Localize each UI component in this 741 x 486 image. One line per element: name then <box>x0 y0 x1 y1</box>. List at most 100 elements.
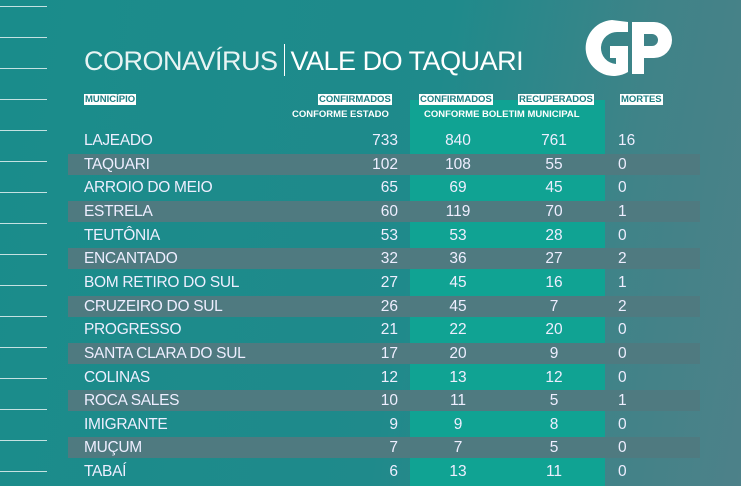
decorative-line <box>0 347 47 348</box>
mortes-cell: 0 <box>618 415 627 433</box>
confirmados-municipal-cell: 69 <box>449 179 467 197</box>
confirmados-estado-cell: 9 <box>389 415 398 433</box>
decorative-line <box>0 440 47 441</box>
recuperados-cell: 5 <box>549 392 559 410</box>
header-confirmados-estado: CONFIRMADOS <box>318 94 392 105</box>
recuperados-cell: 28 <box>545 226 563 244</box>
municipio-cell: TABAÍ <box>84 463 127 481</box>
confirmados-estado-cell: 32 <box>380 250 398 268</box>
title-divider <box>283 44 285 76</box>
header-municipio: MUNICÍPIO <box>84 94 137 105</box>
municipio-cell: MUÇUM <box>84 439 142 457</box>
mortes-cell: 0 <box>618 155 627 173</box>
confirmados-estado-cell: 53 <box>380 226 398 244</box>
table-row: ARROIO DO MEIO 65 69 45 0 <box>68 177 700 198</box>
header-mortes: MORTES <box>620 94 663 105</box>
municipio-cell: CRUZEIRO DO SUL <box>84 297 223 315</box>
decorative-line <box>0 254 47 255</box>
table-row: COLINAS 12 13 12 0 <box>68 367 700 388</box>
header-conforme-municipal: CONFORME BOLETIM MUNICIPAL <box>424 109 580 120</box>
decorative-line <box>0 471 47 472</box>
recuperados-cell: 7 <box>549 297 559 315</box>
table-row: PROGRESSO 21 22 20 0 <box>68 319 700 340</box>
municipio-cell: TEUTÔNIA <box>84 226 160 244</box>
mortes-cell: 0 <box>618 179 627 197</box>
decorative-line <box>0 316 47 317</box>
municipio-cell: IMIGRANTE <box>84 415 168 433</box>
municipio-cell: ESTRELA <box>84 202 153 220</box>
confirmados-municipal-cell: 53 <box>449 226 467 244</box>
confirmados-estado-cell: 65 <box>380 179 398 197</box>
confirmados-estado-cell: 102 <box>372 155 398 173</box>
table-row: MUÇUM 7 7 5 0 <box>68 437 700 459</box>
recuperados-cell: 5 <box>549 439 559 457</box>
gp-logo-icon <box>585 20 672 76</box>
title-left: CORONAVÍRUS <box>84 46 278 76</box>
mortes-cell: 0 <box>618 226 627 244</box>
municipio-cell: ENCANTADO <box>84 250 178 268</box>
confirmados-municipal-cell: 36 <box>449 250 467 268</box>
confirmados-municipal-cell: 45 <box>449 273 467 291</box>
mortes-cell: 1 <box>618 273 627 291</box>
table-row: TEUTÔNIA 53 53 28 0 <box>68 225 700 246</box>
table-row: ESTRELA 60 119 70 1 <box>68 200 700 222</box>
table-row: LAJEADO 733 840 761 16 <box>68 130 700 151</box>
mortes-cell: 1 <box>618 202 627 220</box>
decorative-line <box>0 99 47 100</box>
confirmados-estado-cell: 6 <box>389 463 398 481</box>
decorative-line <box>0 37 47 38</box>
municipio-cell: PROGRESSO <box>84 321 182 339</box>
mortes-cell: 2 <box>618 250 627 268</box>
confirmados-municipal-cell: 13 <box>449 368 467 386</box>
decorative-line <box>0 223 47 224</box>
confirmados-estado-cell: 733 <box>372 132 398 149</box>
recuperados-cell: 9 <box>549 344 559 362</box>
municipio-cell: ARROIO DO MEIO <box>84 179 213 197</box>
confirmados-municipal-cell: 45 <box>449 297 467 315</box>
recuperados-cell: 12 <box>545 368 563 386</box>
municipio-cell: LAJEADO <box>84 132 153 149</box>
table-row: SANTA CLARA DO SUL 17 20 9 0 <box>68 342 700 364</box>
table-row: TABAÍ 6 13 11 0 <box>68 461 700 482</box>
confirmados-estado-cell: 17 <box>380 344 398 362</box>
decorative-line <box>0 192 47 193</box>
header-confirmados-municipal: CONFIRMADOS <box>419 94 493 105</box>
decorative-line <box>0 130 47 131</box>
confirmados-municipal-cell: 11 <box>449 392 467 410</box>
municipio-cell: TAQUARI <box>84 155 150 173</box>
table-row: ENCANTADO 32 36 27 2 <box>68 248 700 270</box>
confirmados-estado-cell: 10 <box>380 392 398 410</box>
confirmados-municipal-cell: 13 <box>449 463 467 481</box>
confirmados-municipal-cell: 840 <box>445 132 471 149</box>
mortes-cell: 16 <box>618 132 636 149</box>
recuperados-cell: 8 <box>549 415 559 433</box>
header-conforme-estado: CONFORME ESTADO <box>292 109 389 120</box>
table-row: CRUZEIRO DO SUL 26 45 7 2 <box>68 295 700 317</box>
municipio-cell: COLINAS <box>84 368 150 386</box>
mortes-cell: 1 <box>618 392 627 410</box>
decorative-line <box>0 6 47 7</box>
recuperados-cell: 11 <box>545 463 563 481</box>
confirmados-municipal-cell: 9 <box>453 415 463 433</box>
mortes-cell: 0 <box>618 344 627 362</box>
decorative-line <box>0 409 47 410</box>
mortes-cell: 2 <box>618 297 627 315</box>
table-row: IMIGRANTE 9 9 8 0 <box>68 414 700 435</box>
recuperados-cell: 16 <box>545 273 563 291</box>
recuperados-cell: 27 <box>545 250 563 268</box>
page-title: CORONAVÍRUS VALE DO TAQUARI <box>84 44 524 77</box>
confirmados-estado-cell: 27 <box>380 273 398 291</box>
recuperados-cell: 55 <box>545 155 563 173</box>
table-row: BOM RETIRO DO SUL 27 45 16 1 <box>68 272 700 293</box>
municipio-cell: BOM RETIRO DO SUL <box>84 273 240 291</box>
confirmados-municipal-cell: 20 <box>449 344 467 362</box>
mortes-cell: 0 <box>618 463 627 481</box>
confirmados-municipal-cell: 108 <box>445 155 471 173</box>
confirmados-estado-cell: 12 <box>380 368 398 386</box>
confirmados-municipal-cell: 119 <box>445 202 471 220</box>
confirmados-estado-cell: 21 <box>380 321 398 339</box>
confirmados-estado-cell: 60 <box>380 202 398 220</box>
confirmados-estado-cell: 7 <box>389 439 398 457</box>
recuperados-cell: 70 <box>545 202 563 220</box>
mortes-cell: 0 <box>618 439 627 457</box>
